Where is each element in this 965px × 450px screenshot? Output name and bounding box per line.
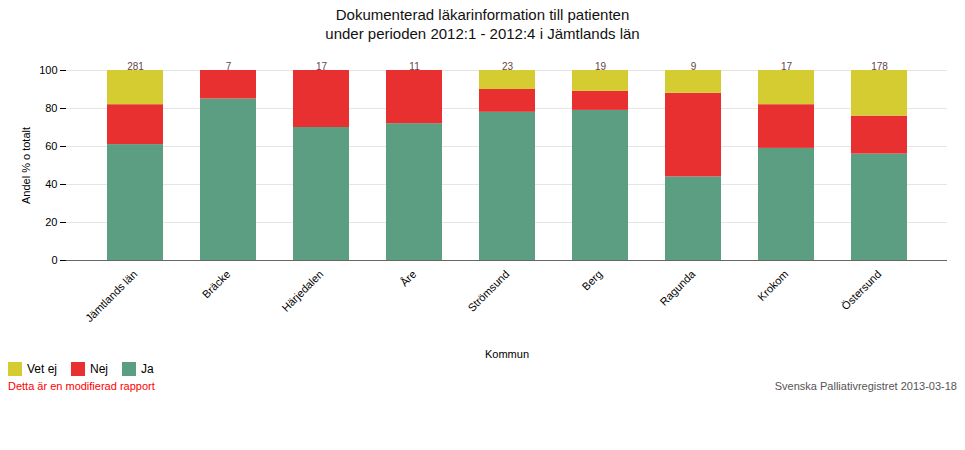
svg-text:Berg: Berg — [579, 267, 604, 292]
html-text:Svenska Palliativregistret 201: Svenska Palliativregistret 2013-03-18 — [774, 379, 957, 392]
svg-text:Ragunda: Ragunda — [657, 267, 698, 308]
svg-text:Härjedalen: Härjedalen — [279, 267, 325, 313]
svg-text:80: 80 — [45, 102, 57, 114]
svg-text:23: 23 — [502, 60, 514, 71]
svg-text:Strömsund: Strömsund — [465, 267, 511, 313]
svg-text:Krokom: Krokom — [755, 267, 790, 302]
svg-text:Bräcke: Bräcke — [200, 267, 233, 300]
svg-text:17: 17 — [781, 60, 793, 71]
svg-text:9: 9 — [691, 60, 697, 71]
html-text:Vet ej: Vet ej — [27, 361, 57, 376]
html-text:Ja: Ja — [141, 361, 154, 376]
svg-text:Östersund: Östersund — [839, 267, 883, 311]
svg-text:Kommun: Kommun — [485, 347, 529, 359]
svg-text:0: 0 — [51, 254, 57, 266]
svg-text:100: 100 — [39, 64, 57, 76]
svg-text:11: 11 — [409, 60, 420, 71]
svg-text:7: 7 — [226, 60, 232, 71]
svg-text:19: 19 — [595, 60, 607, 71]
svg-text:178: 178 — [871, 60, 888, 71]
html-text:Nej: Nej — [90, 361, 108, 376]
svg-text:Andel % o totalt: Andel % o totalt — [20, 126, 32, 203]
svg-text:281: 281 — [127, 60, 144, 71]
svg-text:17: 17 — [316, 60, 328, 71]
svg-text:Jämtlands län: Jämtlands län — [83, 267, 139, 323]
svg-text:60: 60 — [45, 140, 57, 152]
svg-text:Åre: Åre — [398, 267, 419, 288]
svg-text:40: 40 — [45, 178, 57, 190]
svg-text:20: 20 — [45, 216, 57, 228]
html-text:Dokumenterad läkarinformation: Dokumenterad läkarinformation till patie… — [325, 6, 640, 42]
html-text:Detta är en modifierad rapport: Detta är en modifierad rapport — [8, 379, 155, 392]
